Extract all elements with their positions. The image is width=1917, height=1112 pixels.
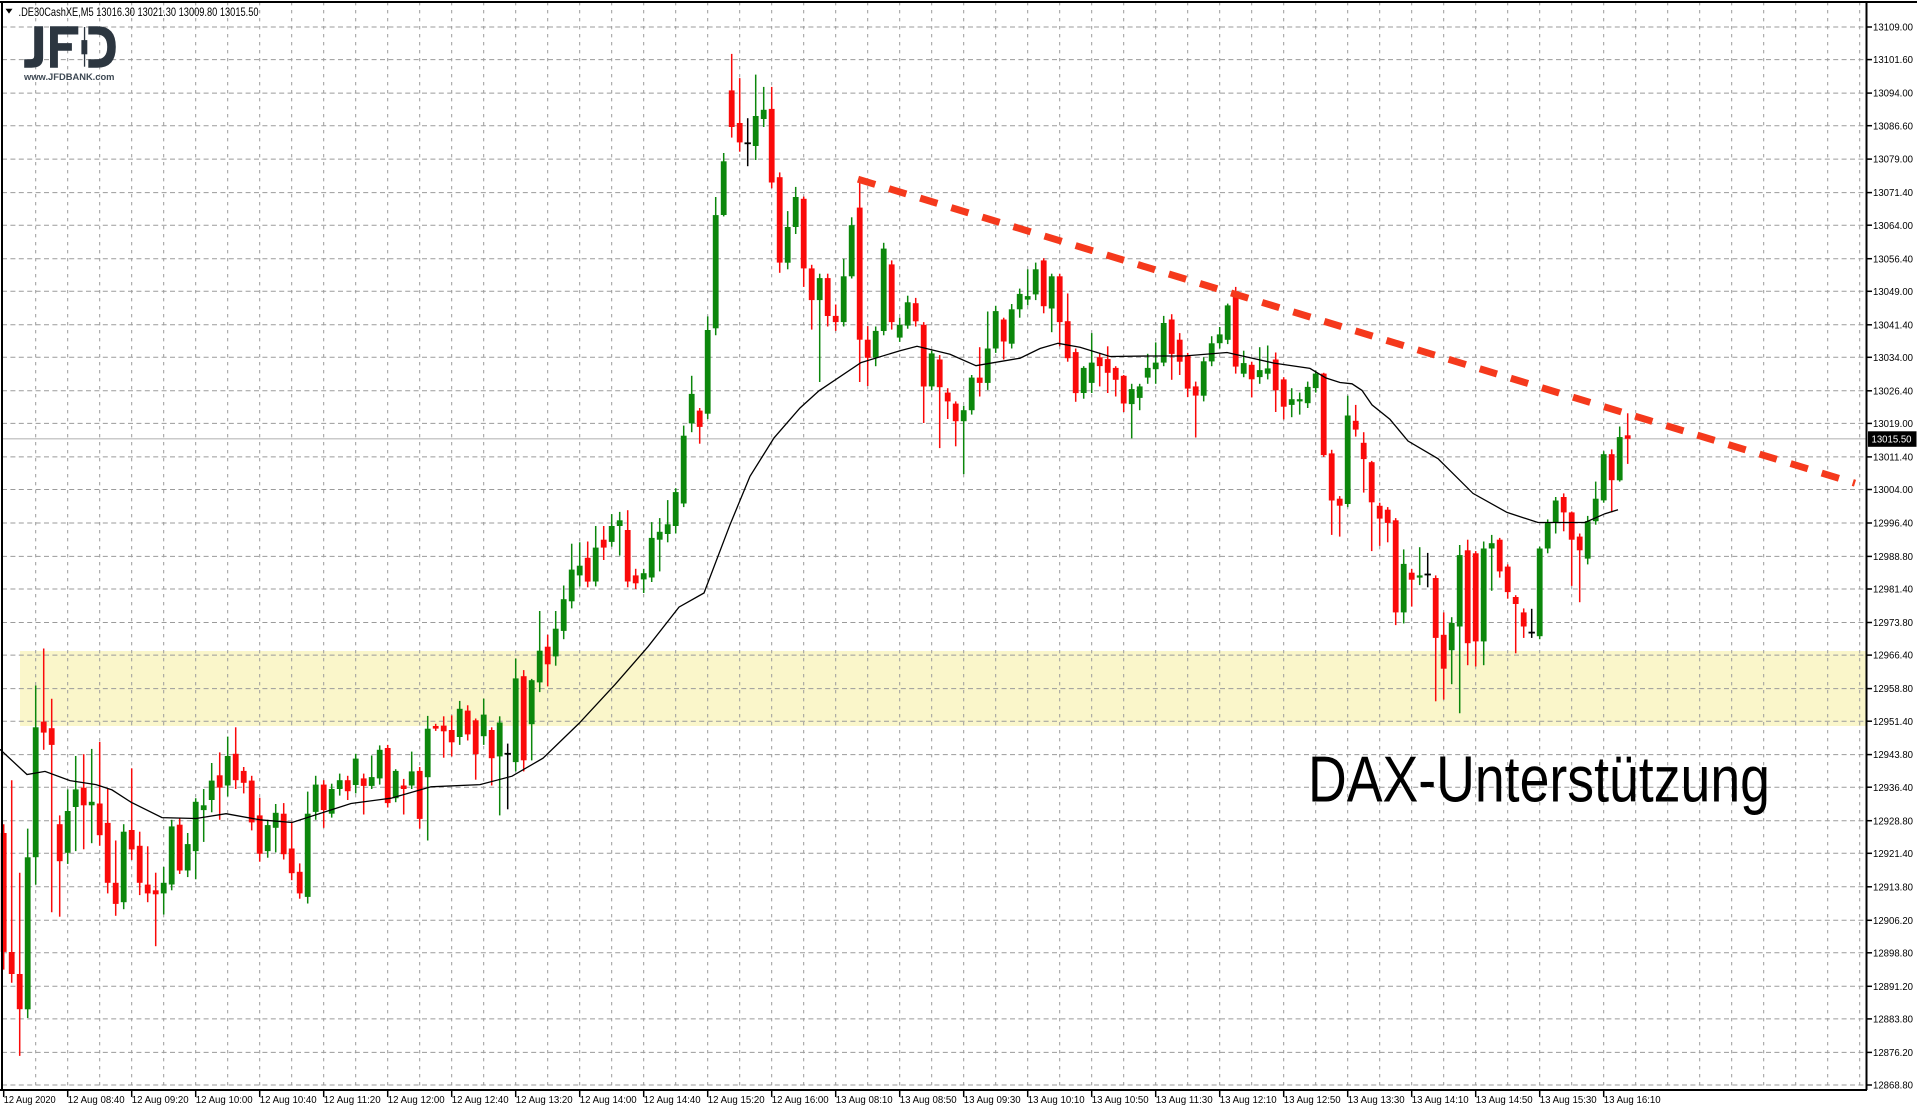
svg-text:12 Aug 12:40: 12 Aug 12:40 <box>452 1095 509 1106</box>
svg-text:13026.40: 13026.40 <box>1873 386 1913 397</box>
svg-text:DAX-Unterstützung: DAX-Unterstützung <box>1308 743 1770 816</box>
svg-text:13079.00: 13079.00 <box>1873 155 1913 166</box>
svg-text:12913.80: 12913.80 <box>1873 882 1913 893</box>
svg-text:12988.80: 12988.80 <box>1873 552 1913 563</box>
svg-text:12958.80: 12958.80 <box>1873 684 1913 695</box>
svg-text:13 Aug 12:50: 13 Aug 12:50 <box>1284 1095 1341 1106</box>
svg-text:12943.80: 12943.80 <box>1873 750 1913 761</box>
svg-text:12 Aug 11:20: 12 Aug 11:20 <box>324 1095 381 1106</box>
svg-text:13 Aug 10:10: 13 Aug 10:10 <box>1028 1095 1085 1106</box>
svg-text:13 Aug 08:10: 13 Aug 08:10 <box>836 1095 893 1106</box>
svg-text:13094.00: 13094.00 <box>1873 89 1913 100</box>
svg-text:12 Aug 14:00: 12 Aug 14:00 <box>580 1095 637 1106</box>
svg-text:12 Aug 10:40: 12 Aug 10:40 <box>260 1095 317 1106</box>
svg-text:12936.40: 12936.40 <box>1873 783 1913 794</box>
svg-text:13 Aug 11:30: 13 Aug 11:30 <box>1156 1095 1213 1106</box>
svg-text:12906.20: 12906.20 <box>1873 916 1913 927</box>
svg-text:12973.80: 12973.80 <box>1873 618 1913 629</box>
svg-text:12966.40: 12966.40 <box>1873 651 1913 662</box>
svg-text:13064.00: 13064.00 <box>1873 221 1913 232</box>
svg-text:13049.00: 13049.00 <box>1873 287 1913 298</box>
svg-text:12883.80: 12883.80 <box>1873 1015 1913 1026</box>
svg-text:12 Aug 16:00: 12 Aug 16:00 <box>772 1095 829 1106</box>
svg-text:13 Aug 10:50: 13 Aug 10:50 <box>1092 1095 1149 1106</box>
svg-text:12921.40: 12921.40 <box>1873 849 1913 860</box>
svg-text:13 Aug 12:10: 13 Aug 12:10 <box>1220 1095 1277 1106</box>
svg-text:12 Aug 12:00: 12 Aug 12:00 <box>388 1095 445 1106</box>
svg-text:13056.40: 13056.40 <box>1873 254 1913 265</box>
svg-text:12 Aug 08:40: 12 Aug 08:40 <box>68 1095 125 1106</box>
svg-text:13 Aug 15:30: 13 Aug 15:30 <box>1540 1095 1597 1106</box>
svg-text:13041.40: 13041.40 <box>1873 320 1913 331</box>
svg-text:.DE30CashXE,M5 13016.30 13021: .DE30CashXE,M5 13016.30 13021.30 13009.8… <box>19 5 259 19</box>
svg-text:13 Aug 13:30: 13 Aug 13:30 <box>1348 1095 1405 1106</box>
svg-text:13 Aug 14:50: 13 Aug 14:50 <box>1476 1095 1533 1106</box>
svg-text:12 Aug 10:00: 12 Aug 10:00 <box>196 1095 253 1106</box>
svg-text:www.JFDBANK.com: www.JFDBANK.com <box>23 72 115 82</box>
svg-text:12951.40: 12951.40 <box>1873 717 1913 728</box>
svg-text:12876.20: 12876.20 <box>1873 1048 1913 1059</box>
svg-text:13101.60: 13101.60 <box>1873 55 1913 66</box>
svg-text:12 Aug 15:20: 12 Aug 15:20 <box>708 1095 765 1106</box>
svg-text:13086.60: 13086.60 <box>1873 121 1913 132</box>
svg-text:13004.00: 13004.00 <box>1873 485 1913 496</box>
svg-text:12 Aug 2020: 12 Aug 2020 <box>4 1095 56 1106</box>
svg-text:12898.80: 12898.80 <box>1873 948 1913 959</box>
svg-text:13011.40: 13011.40 <box>1873 453 1913 464</box>
svg-text:12996.40: 12996.40 <box>1873 519 1913 530</box>
svg-text:12981.40: 12981.40 <box>1873 585 1913 596</box>
svg-text:13071.40: 13071.40 <box>1873 188 1913 199</box>
svg-text:12 Aug 14:40: 12 Aug 14:40 <box>644 1095 701 1106</box>
svg-text:13034.00: 13034.00 <box>1873 353 1913 364</box>
svg-text:13015.50: 13015.50 <box>1872 434 1912 446</box>
svg-text:13 Aug 08:50: 13 Aug 08:50 <box>900 1095 957 1106</box>
svg-text:13019.00: 13019.00 <box>1873 419 1913 430</box>
svg-text:13 Aug 16:10: 13 Aug 16:10 <box>1604 1095 1661 1106</box>
svg-text:12928.80: 12928.80 <box>1873 816 1913 827</box>
svg-text:12868.80: 12868.80 <box>1873 1081 1913 1092</box>
svg-text:12891.20: 12891.20 <box>1873 982 1913 993</box>
svg-text:12 Aug 13:20: 12 Aug 13:20 <box>516 1095 573 1106</box>
svg-text:13109.00: 13109.00 <box>1873 23 1913 34</box>
svg-text:13 Aug 09:30: 13 Aug 09:30 <box>964 1095 1021 1106</box>
svg-text:12 Aug 09:20: 12 Aug 09:20 <box>132 1095 189 1106</box>
svg-text:13 Aug 14:10: 13 Aug 14:10 <box>1412 1095 1469 1106</box>
